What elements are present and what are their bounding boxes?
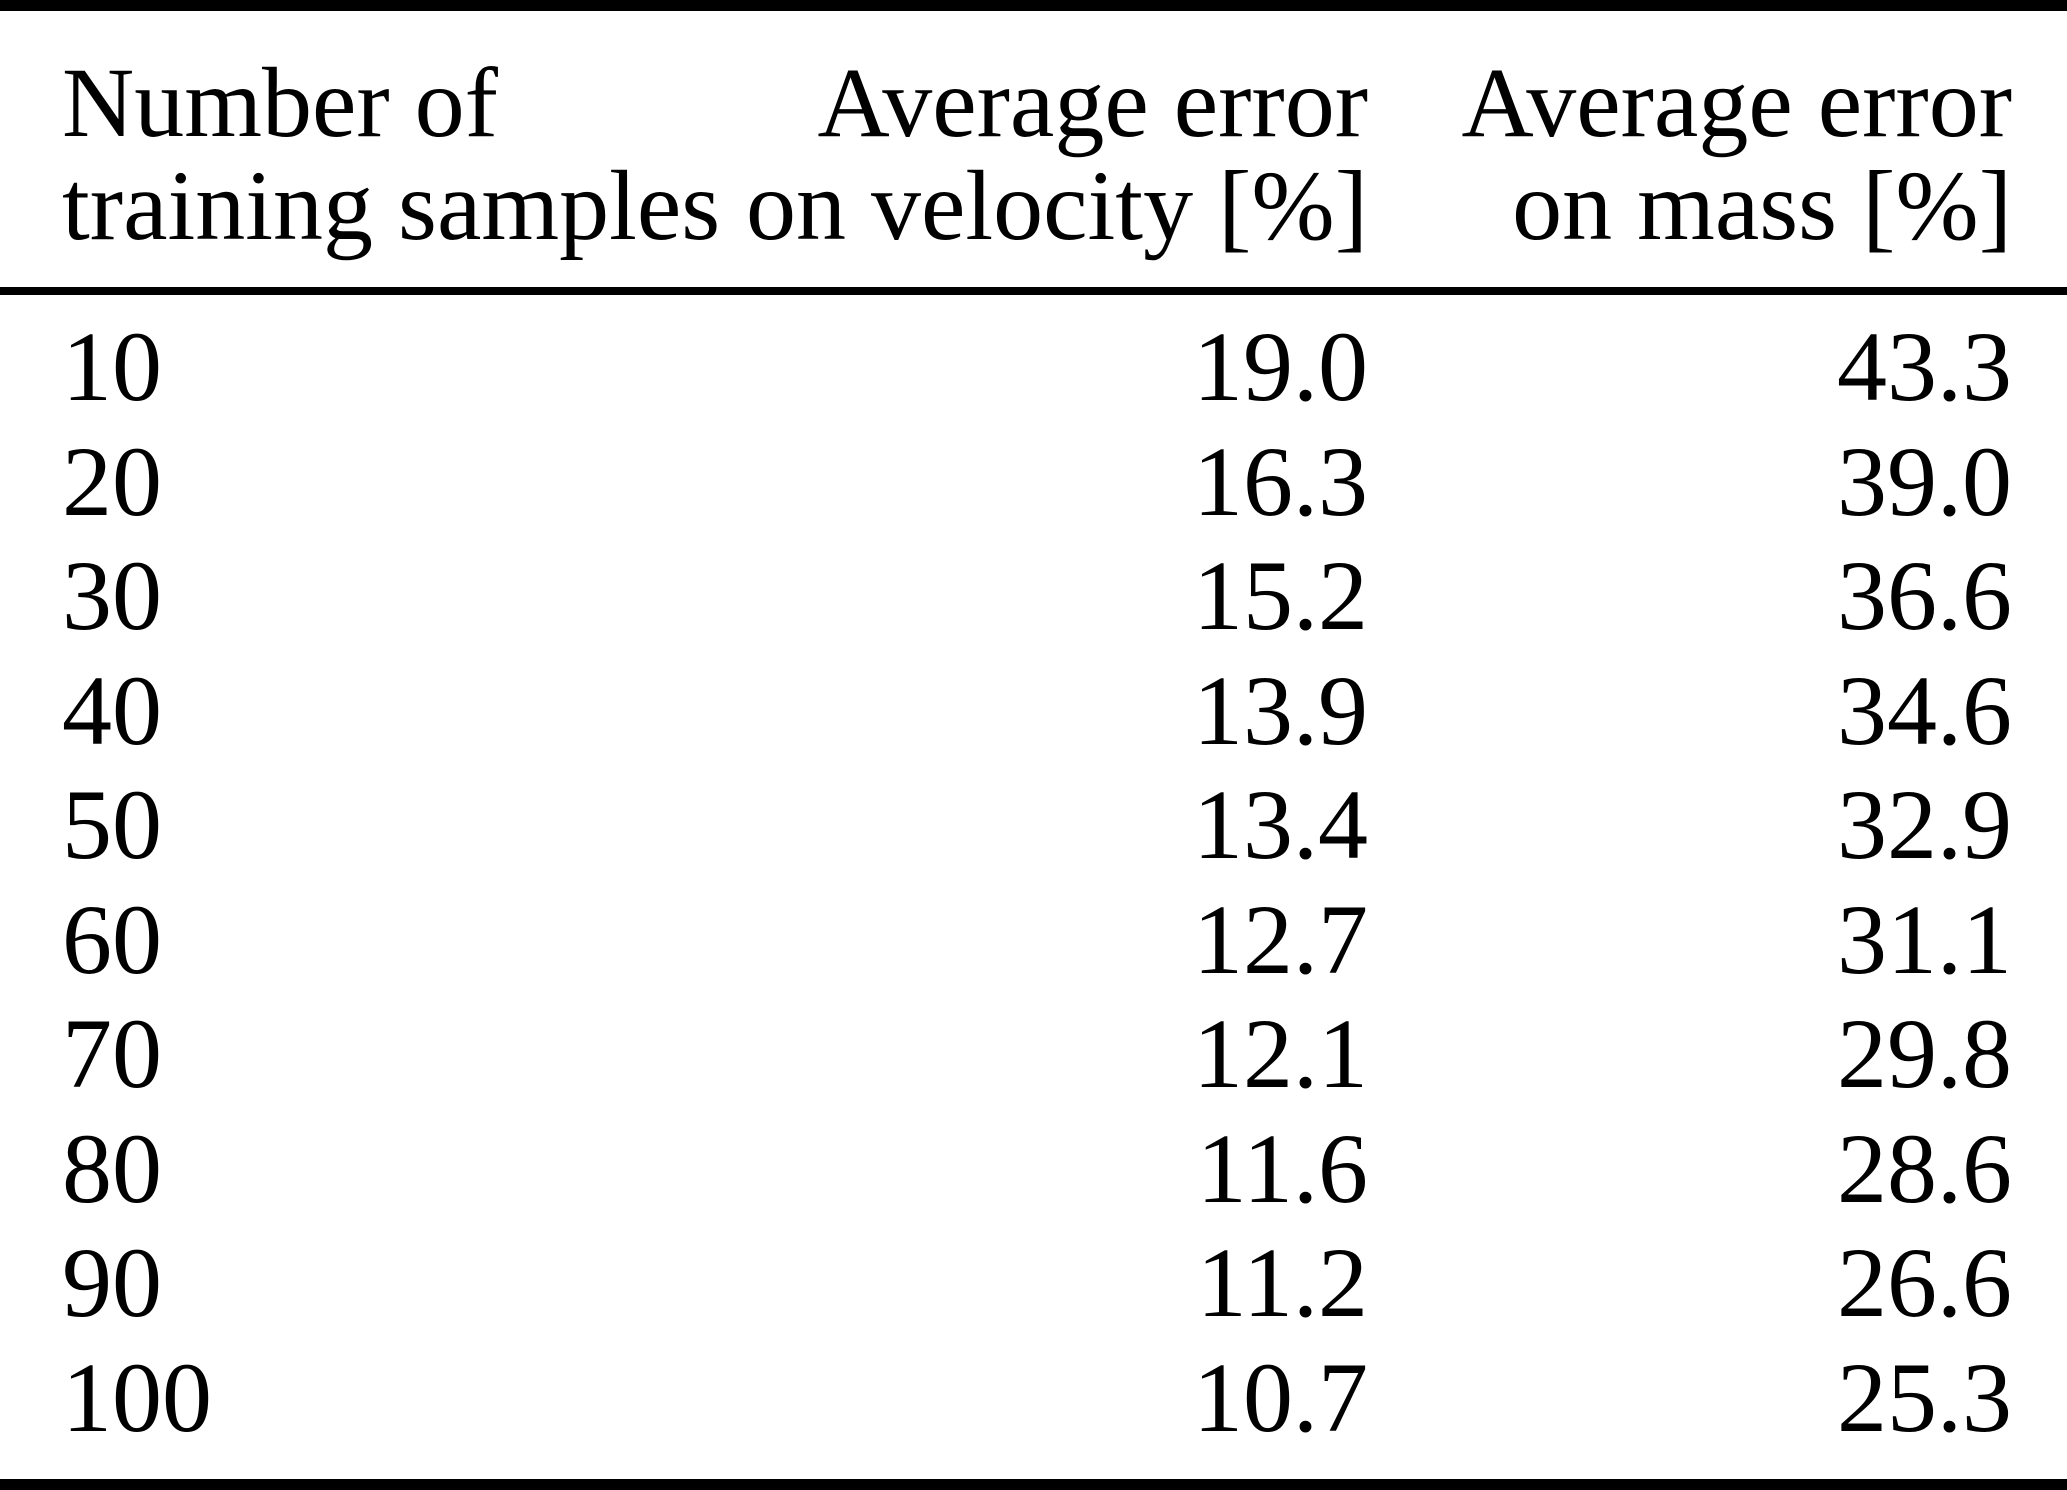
header-velocity-error-line1: Average error bbox=[817, 47, 1368, 158]
header-training-samples-line1: Number of bbox=[62, 47, 498, 158]
cell-velocity-error: 15.2 bbox=[1193, 540, 1368, 652]
cell-velocity-error: 10.7 bbox=[1193, 1341, 1368, 1453]
table-row: 60 12.7 31.1 bbox=[0, 883, 2067, 998]
table-row: 20 16.3 39.0 bbox=[0, 425, 2067, 540]
cell-mass-error: 31.1 bbox=[1837, 883, 2012, 995]
cell-velocity-error: 19.0 bbox=[1193, 311, 1368, 423]
cell-mass-error: 32.9 bbox=[1837, 769, 2012, 881]
cell-samples: 40 bbox=[62, 654, 162, 766]
cell-samples: 30 bbox=[62, 540, 162, 652]
table-row: 100 10.7 25.3 bbox=[0, 1341, 2067, 1456]
cell-samples: 90 bbox=[62, 1227, 162, 1339]
cell-velocity-error: 11.6 bbox=[1196, 1112, 1368, 1224]
cell-samples: 60 bbox=[62, 883, 162, 995]
cell-velocity-error: 12.7 bbox=[1193, 883, 1368, 995]
cell-mass-error: 36.6 bbox=[1837, 540, 2012, 652]
table-row: 70 12.1 29.8 bbox=[0, 997, 2067, 1112]
table-top-rule bbox=[0, 0, 2067, 11]
cell-velocity-error: 16.3 bbox=[1193, 425, 1368, 537]
cell-velocity-error: 12.1 bbox=[1193, 998, 1368, 1110]
header-mass-error: Average error on mass [%] bbox=[1368, 51, 2067, 257]
table-body: 10 19.0 43.3 20 16.3 39.0 30 15.2 36.6 4… bbox=[0, 290, 2067, 1455]
cell-velocity-error: 13.9 bbox=[1193, 654, 1368, 766]
header-training-samples: Number of training samples bbox=[0, 47, 721, 261]
table-row: 90 11.2 26.6 bbox=[0, 1226, 2067, 1341]
header-velocity-error: Average error on velocity [%] bbox=[683, 51, 1368, 257]
cell-mass-error: 39.0 bbox=[1837, 425, 2012, 537]
cell-mass-error: 26.6 bbox=[1837, 1227, 2012, 1339]
cell-mass-error: 29.8 bbox=[1837, 998, 2012, 1110]
table-row: 10 19.0 43.3 bbox=[0, 310, 2067, 425]
cell-samples: 20 bbox=[62, 425, 162, 537]
cell-samples: 100 bbox=[62, 1341, 212, 1453]
cell-velocity-error: 11.2 bbox=[1196, 1227, 1368, 1339]
cell-mass-error: 34.6 bbox=[1837, 654, 2012, 766]
header-mass-error-line2: on mass [%] bbox=[1512, 150, 2012, 261]
cell-samples: 70 bbox=[62, 998, 162, 1110]
cell-samples: 80 bbox=[62, 1112, 162, 1224]
table-row: 40 13.9 34.6 bbox=[0, 654, 2067, 769]
table-header-separator-rule bbox=[0, 287, 2067, 295]
cell-samples: 50 bbox=[62, 769, 162, 881]
cell-mass-error: 28.6 bbox=[1837, 1112, 2012, 1224]
table-bottom-rule bbox=[0, 1479, 2067, 1490]
cell-mass-error: 43.3 bbox=[1837, 311, 2012, 423]
table-row: 30 15.2 36.6 bbox=[0, 539, 2067, 654]
table-row: 80 11.6 28.6 bbox=[0, 1112, 2067, 1227]
table-header-row: Number of training samples Average error… bbox=[0, 11, 2067, 257]
header-velocity-error-line2: on velocity [%] bbox=[745, 150, 1368, 261]
cell-velocity-error: 13.4 bbox=[1193, 769, 1368, 881]
table-row: 50 13.4 32.9 bbox=[0, 768, 2067, 883]
cell-mass-error: 25.3 bbox=[1837, 1341, 2012, 1453]
header-mass-error-line1: Average error bbox=[1461, 47, 2012, 158]
header-training-samples-line2: training samples bbox=[62, 150, 721, 261]
cell-samples: 10 bbox=[62, 311, 162, 423]
